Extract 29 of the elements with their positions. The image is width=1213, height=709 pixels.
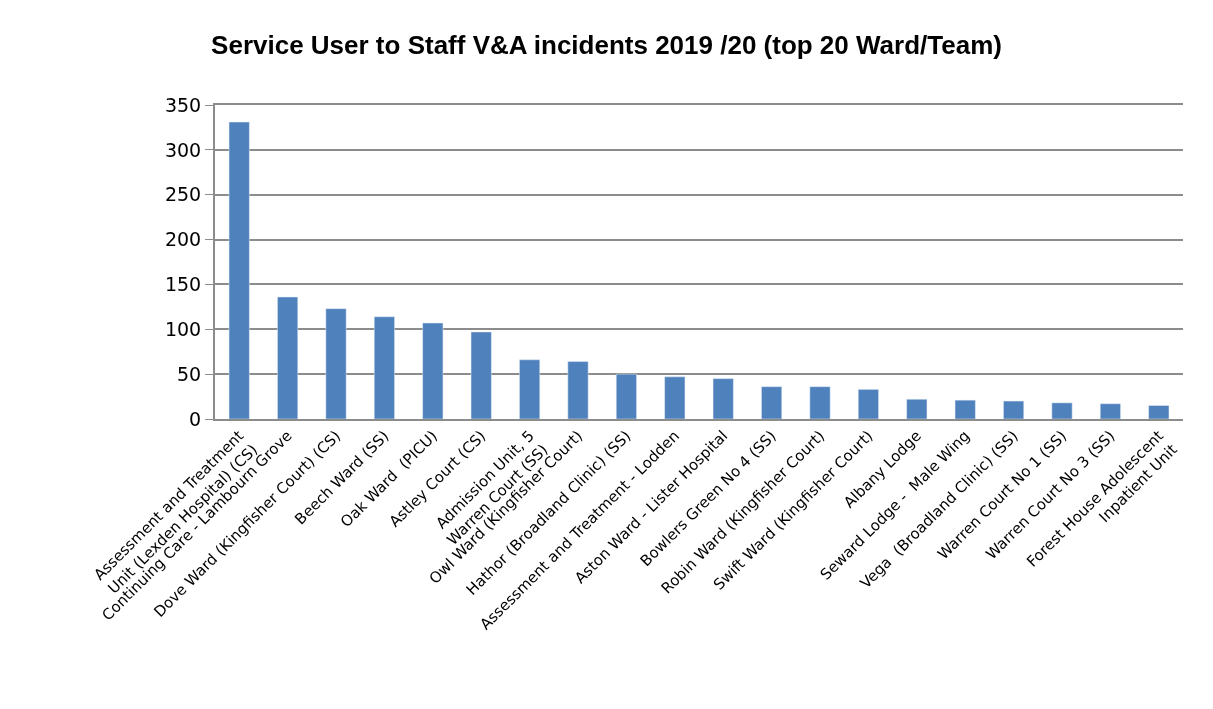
bar — [228, 121, 250, 419]
y-tick-label: 250 — [164, 183, 202, 206]
y-tick-label: 200 — [164, 228, 202, 251]
bar — [1148, 405, 1170, 419]
bar — [712, 378, 734, 419]
bar — [1051, 402, 1073, 419]
bar — [422, 322, 444, 419]
bar — [761, 386, 783, 419]
bar — [1003, 400, 1025, 419]
y-tick-label: 300 — [164, 138, 202, 161]
bar — [664, 376, 686, 419]
bar — [277, 296, 299, 419]
chart-title: Service User to Staff V&A incidents 2019 /20 (top 20 Ward/Team) — [211, 29, 1002, 60]
y-tick-label: 50 — [177, 362, 202, 385]
bar — [857, 389, 879, 419]
bar — [470, 331, 492, 419]
bar — [519, 359, 541, 419]
bar — [809, 386, 831, 419]
bar — [1099, 403, 1121, 419]
bar — [615, 373, 637, 419]
y-tick-label: 0 — [189, 407, 202, 430]
y-tick-label: 350 — [164, 93, 202, 116]
y-tick-label: 150 — [164, 273, 202, 296]
y-tick-label: 100 — [164, 317, 202, 340]
bar — [906, 399, 928, 419]
bar — [325, 308, 347, 419]
bar — [567, 361, 589, 419]
bar — [954, 399, 976, 419]
bar — [373, 316, 395, 419]
